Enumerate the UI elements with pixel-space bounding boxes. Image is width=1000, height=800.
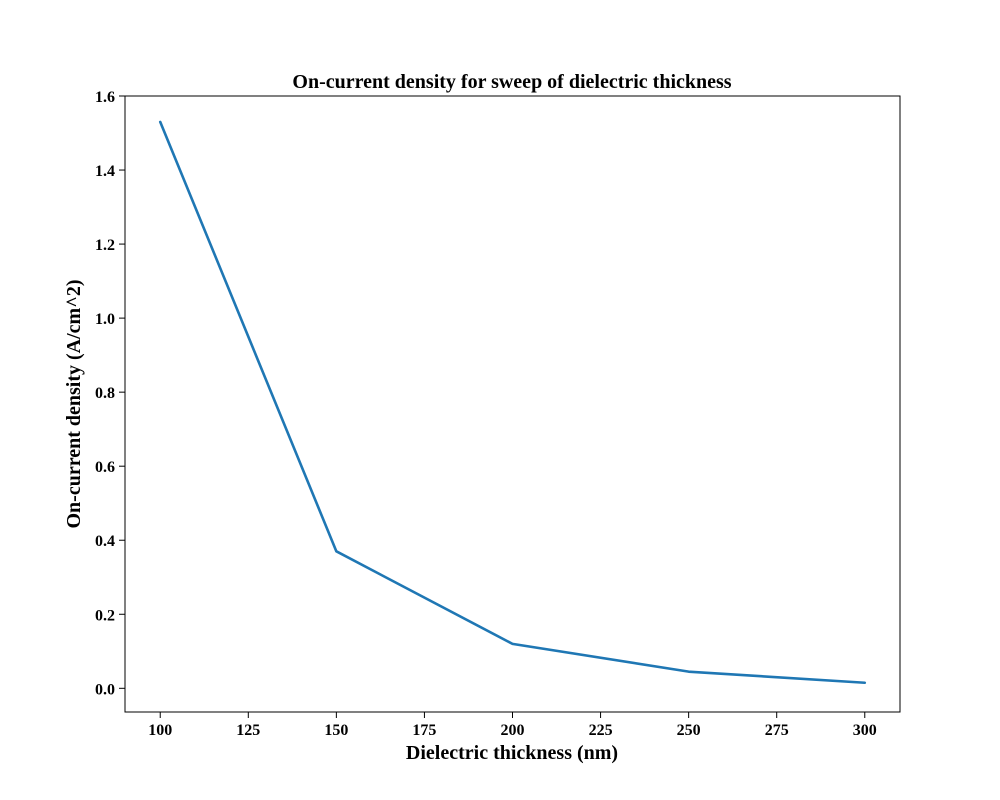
- y-tick-label: 0.4: [95, 533, 115, 550]
- plot-area-frame: [124, 95, 901, 713]
- x-axis-ticks: 100 125 150 175 200 225 250 275 300: [148, 712, 877, 739]
- x-axis-label: Dielectric thickness (nm): [406, 742, 618, 764]
- chart-title: On-current density for sweep of dielectr…: [292, 71, 731, 93]
- y-axis-ticks: 0.0 0.2 0.4 0.6 0.8 1.0 1.2 1.4 1.6: [95, 89, 125, 698]
- y-tick-label: 0.6: [95, 459, 115, 476]
- y-tick-label: 1.2: [95, 237, 115, 254]
- x-tick-label: 250: [677, 722, 701, 739]
- x-tick-label: 200: [501, 722, 525, 739]
- series-layer: [158, 120, 867, 685]
- y-axis-label: On-current density (A/cm^2): [63, 280, 85, 529]
- x-tick-label: 150: [324, 722, 348, 739]
- x-tick-label: 125: [236, 722, 260, 739]
- series-line: [158, 120, 867, 685]
- y-tick-label: 0.2: [95, 607, 115, 624]
- y-tick-label: 1.0: [95, 311, 115, 328]
- y-tick-label: 0.8: [95, 385, 115, 402]
- y-tick-label: 1.4: [95, 163, 115, 180]
- x-tick-label: 175: [412, 722, 436, 739]
- x-tick-label: 225: [589, 722, 613, 739]
- x-tick-label: 100: [148, 722, 172, 739]
- y-tick-label: 0.0: [95, 681, 115, 698]
- x-tick-label: 300: [853, 722, 877, 739]
- x-tick-label: 275: [765, 722, 789, 739]
- y-tick-label: 1.6: [95, 89, 115, 106]
